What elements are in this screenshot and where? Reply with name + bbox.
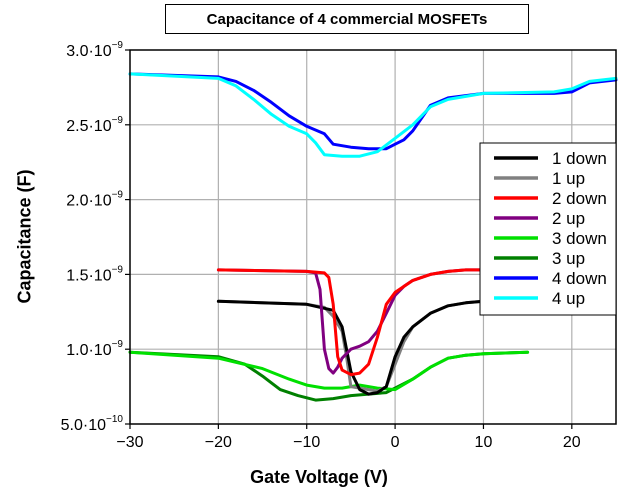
legend-label: 3 up <box>552 249 585 268</box>
x-tick-label: −30 <box>116 434 143 451</box>
series-line-3-up <box>128 350 530 402</box>
legend-label: 2 down <box>552 189 607 208</box>
ticks: −30 −20 −10 0 10 20 5.0·10−10 1.0·10−9 1.5·10−9 2… <box>61 40 581 451</box>
y-tick-label: 3.0·10−9 <box>66 40 123 60</box>
y-axis-label: Capacitance (F) <box>14 169 35 304</box>
legend-box <box>479 142 617 316</box>
x-axis-label: Gate Voltage (V) <box>250 467 388 487</box>
series-layer <box>128 72 618 402</box>
x-tick-label: 10 <box>475 434 493 451</box>
legend-label: 4 down <box>552 269 607 288</box>
series-line-4-down <box>128 72 618 151</box>
series-line-1-down <box>216 299 485 396</box>
x-tick-label: −20 <box>205 434 232 451</box>
legend-label: 2 up <box>552 209 585 228</box>
x-tick-label: −10 <box>293 434 320 451</box>
series-line-1-up <box>216 299 485 393</box>
y-tick-label: 1.0·10−9 <box>66 339 123 359</box>
legend-label: 4 up <box>552 289 585 308</box>
x-tick-label: 20 <box>563 434 581 451</box>
y-tick-label: 2.0·10−9 <box>66 190 123 210</box>
y-tick-label: 2.5·10−9 <box>66 115 123 135</box>
chart-title: Capacitance of 4 commercial MOSFETs <box>165 4 529 34</box>
series-line-4-up <box>128 72 618 158</box>
legend-label: 1 down <box>552 149 607 168</box>
y-tick-label: 5.0·10−10 <box>61 414 124 434</box>
series-line-3-down <box>128 350 530 392</box>
series-line-2-down <box>216 268 485 377</box>
x-tick-label: 0 <box>391 434 400 451</box>
legend-label: 1 up <box>552 169 585 188</box>
y-tick-label: 1.5·10−9 <box>66 264 123 284</box>
series-line-2-up <box>216 268 485 375</box>
legend-label: 3 down <box>552 229 607 248</box>
